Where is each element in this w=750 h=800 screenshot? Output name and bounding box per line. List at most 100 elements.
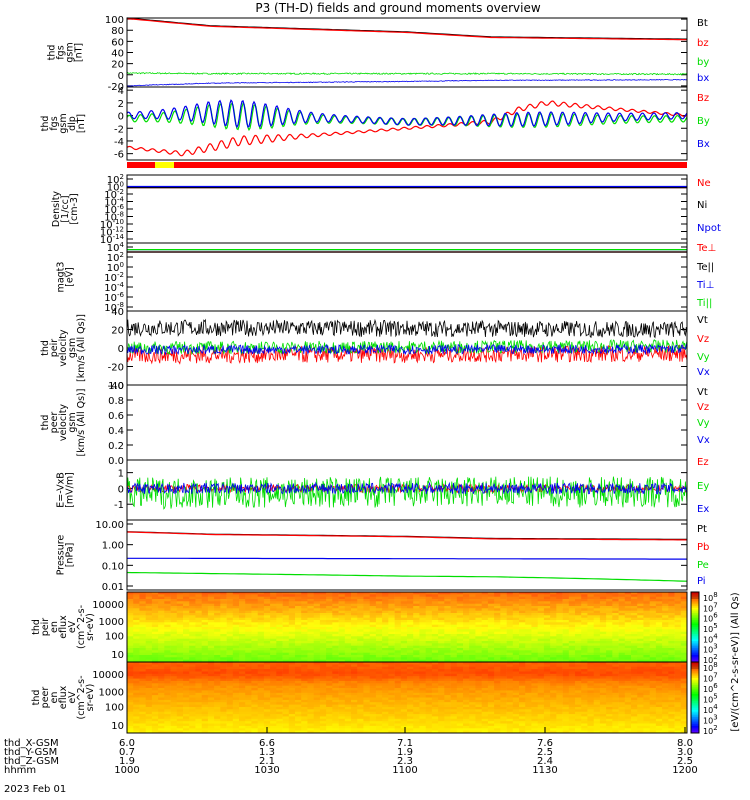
spectrogram-cell <box>612 707 619 710</box>
spectrogram-cell <box>176 606 184 609</box>
spectrogram-cell <box>562 636 570 639</box>
spectrogram-cell <box>568 594 576 597</box>
spectrogram-cell <box>288 695 296 698</box>
spectrogram-cell <box>562 613 570 616</box>
spectrogram-cell <box>369 671 377 675</box>
spectrogram-cell <box>481 645 489 649</box>
spectrogram-cell <box>344 608 352 611</box>
legend-peer-velocity-Vy: Vy <box>697 418 710 429</box>
spectrogram-cell <box>139 603 146 607</box>
spectrogram-cell <box>239 622 246 625</box>
spectrogram-cell <box>525 657 532 660</box>
spectrogram-cell <box>494 622 501 625</box>
spectrogram-cell <box>226 608 234 611</box>
spectrogram-cell <box>207 678 215 682</box>
spectrogram-cell <box>164 704 171 708</box>
spectrogram-cell <box>288 659 296 663</box>
spectrogram-cell <box>232 707 240 710</box>
spectrogram-cell <box>189 669 196 672</box>
spectrogram-cell <box>512 603 520 607</box>
spectrogram-cell <box>357 620 364 623</box>
spectrogram-cell <box>444 592 451 595</box>
spectrogram-cell <box>295 650 302 653</box>
spectrogram-cell <box>195 685 202 689</box>
spectrogram-cell <box>649 624 657 628</box>
spectrogram-cell <box>288 690 296 694</box>
spectrogram-cell <box>263 671 271 675</box>
spectrogram-cell <box>251 622 258 625</box>
spectrogram-cell <box>164 692 171 696</box>
spectrogram-cell <box>201 641 209 644</box>
spectrogram-cell <box>220 688 227 691</box>
spectrogram-cell <box>581 676 588 679</box>
spectrogram-cell <box>463 711 470 715</box>
spectrogram-cell <box>438 613 445 616</box>
spectrogram-cell <box>425 596 433 600</box>
spectrogram-cell <box>369 641 377 644</box>
spectrogram-cell <box>575 608 582 611</box>
spectrogram-cell <box>369 629 377 632</box>
spectrogram-cell <box>214 596 221 600</box>
spectrogram-cell <box>606 608 613 611</box>
spectrogram-cell <box>550 688 557 691</box>
spectrogram-cell <box>351 669 358 672</box>
spectrogram-cell <box>295 704 302 708</box>
spectrogram-cell <box>363 620 370 623</box>
spectrogram-cell <box>363 615 370 618</box>
spectrogram-cell <box>512 634 520 637</box>
spectrogram-cell <box>351 650 358 653</box>
spectrogram-cell <box>668 688 675 691</box>
spectrogram-cell <box>344 594 352 597</box>
spectrogram-cell <box>525 678 532 682</box>
spectrogram-cell <box>369 634 377 637</box>
spectrogram-cell <box>326 638 333 642</box>
spectrogram-cell <box>494 695 501 698</box>
spectrogram-cell <box>525 683 532 687</box>
spectrogram-cell <box>494 636 501 639</box>
spectrogram-cell <box>568 662 576 665</box>
spectrogram-cell <box>133 704 140 708</box>
spectrogram-cell <box>338 707 346 710</box>
spectrogram-cell <box>494 709 501 713</box>
spectrogram-cell <box>543 627 551 630</box>
spectrogram-cell <box>332 624 339 628</box>
spectrogram-cell <box>444 603 451 607</box>
spectrogram-cell <box>431 648 439 651</box>
spectrogram-cell <box>655 636 663 639</box>
spectrogram-cell <box>431 680 439 684</box>
spectrogram-cell <box>344 643 352 646</box>
spectrogram-cell <box>655 666 663 670</box>
spectrogram-cell <box>288 688 296 691</box>
spectrogram-cell <box>680 636 688 639</box>
spectrogram-cell <box>643 606 650 609</box>
spectrogram-cell <box>637 627 644 630</box>
spectrogram-cell <box>363 702 370 705</box>
spectrogram-cell <box>388 688 395 691</box>
spectrogram-cell <box>431 699 439 703</box>
spectrogram-cell <box>463 638 470 642</box>
spectrogram-cell <box>319 643 327 646</box>
spectrogram-cell <box>419 657 426 660</box>
spectrogram-cell <box>537 650 545 653</box>
spectrogram-cell <box>133 666 140 670</box>
spectrogram-cell <box>606 709 613 713</box>
spectrogram-cell <box>282 680 290 684</box>
spectrogram-cell <box>444 620 451 623</box>
spectrogram-cell <box>450 599 458 602</box>
spectrogram-cell <box>170 697 178 701</box>
spectrogram-cell <box>512 643 520 646</box>
spectrogram-cell <box>668 599 675 602</box>
spectrogram-cell <box>487 631 495 635</box>
spectrogram-cell <box>568 659 576 663</box>
spectrogram-cell <box>568 645 576 649</box>
spectrogram-cell <box>245 678 252 682</box>
spectrogram-cell <box>257 622 265 625</box>
spectrogram-cell <box>382 624 389 628</box>
spectrogram-cell <box>344 615 352 618</box>
spectrogram-cell <box>562 615 570 618</box>
spectrogram-cell <box>139 673 146 677</box>
spectrogram-cell <box>195 707 202 710</box>
spectrogram-cell <box>587 683 594 687</box>
spectrogram-cell <box>170 613 178 616</box>
spectrogram-cell <box>139 666 146 670</box>
